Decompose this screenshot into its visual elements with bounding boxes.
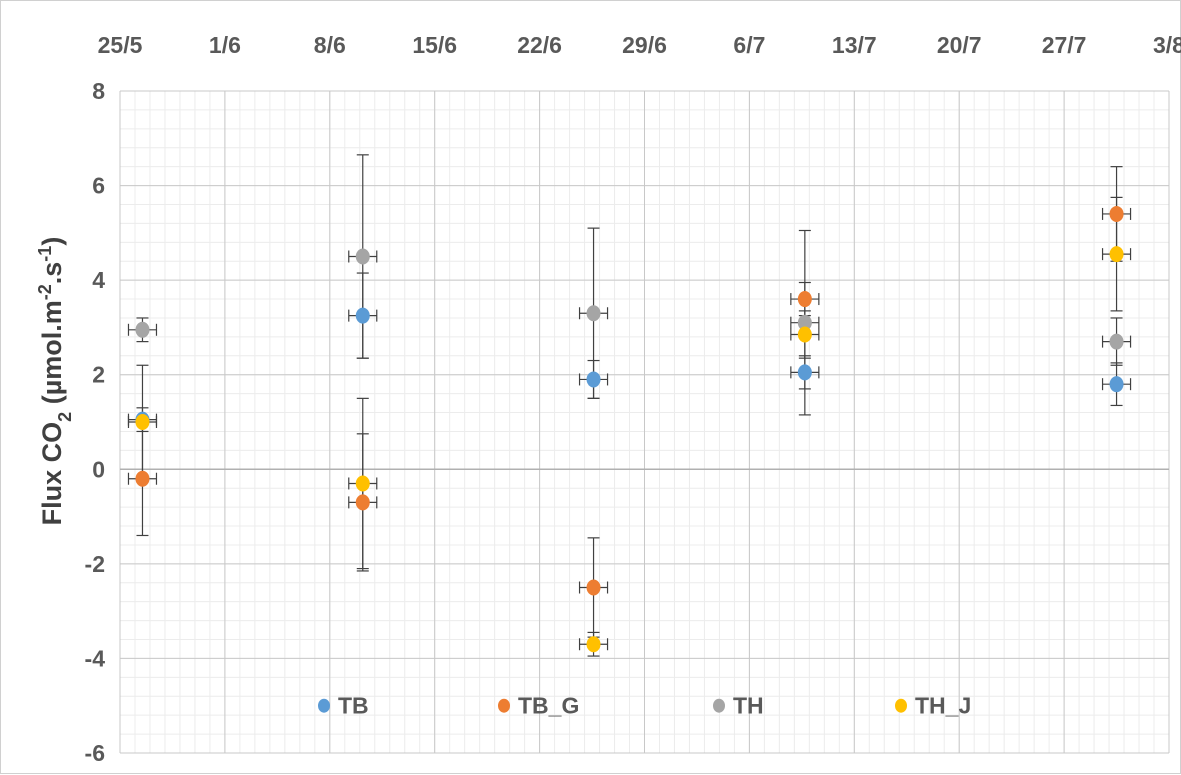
data-point: [797, 291, 812, 308]
x-tick-label: 6/7: [733, 32, 765, 58]
y-tick-label: 2: [92, 362, 105, 388]
data-point: [355, 475, 370, 492]
x-tick-label: 25/5: [98, 32, 143, 58]
x-tick-label: 20/7: [937, 32, 982, 58]
legend-marker: [318, 698, 330, 713]
legend-marker: [895, 698, 907, 713]
legend-label: TH: [733, 693, 764, 719]
data-point: [797, 364, 812, 381]
x-tick-labels: 25/5 1/6 8/6 15/6 22/6 29/6 6/7 13/7 20/7 27/7 3/8: [98, 32, 1181, 58]
data-point: [355, 494, 370, 511]
data-point: [135, 470, 150, 487]
data-point: [1109, 376, 1124, 393]
legend-label: TB_G: [518, 693, 579, 719]
legend-marker: [713, 698, 725, 713]
data-point: [586, 305, 601, 322]
y-axis-title: Flux CO2 (µmol.m-2.s-1): [35, 237, 75, 526]
data-point: [1109, 333, 1124, 350]
y-tick-label: -2: [85, 551, 105, 577]
data-point: [1109, 246, 1124, 263]
legend: TB TB_G TH TH_J: [318, 693, 971, 719]
series-layer: [127, 154, 1132, 657]
x-tick-label: 13/7: [832, 32, 877, 58]
y-tick-label: -4: [85, 645, 106, 671]
markers-th-j: [135, 246, 1124, 653]
x-tick-label: 29/6: [622, 32, 667, 58]
data-point: [586, 579, 601, 596]
y-tick-label: 0: [92, 456, 105, 482]
data-point: [135, 414, 150, 430]
x-tick-label: 3/8: [1153, 32, 1181, 58]
y-tick-label: 6: [92, 173, 105, 199]
x-tick-label: 27/7: [1042, 32, 1087, 58]
data-point: [586, 371, 601, 388]
data-point: [586, 636, 601, 653]
legend-marker: [498, 698, 510, 713]
legend-item: TB: [318, 693, 369, 719]
y-tick-label: -6: [85, 740, 105, 766]
x-tick-label: 1/6: [209, 32, 241, 58]
data-point: [355, 307, 370, 324]
x-tick-label: 8/6: [314, 32, 346, 58]
data-point: [355, 248, 370, 265]
x-tick-label: 22/6: [517, 32, 562, 58]
x-tick-label: 15/6: [412, 32, 457, 58]
markers-th: [135, 248, 1124, 350]
data-point: [1109, 205, 1124, 222]
data-point: [135, 321, 150, 338]
y-tick-label: 8: [92, 78, 105, 104]
legend-label: TB: [338, 693, 369, 719]
y-tick-label: 4: [92, 267, 105, 293]
data-point: [797, 314, 812, 331]
legend-item: TH_J: [895, 693, 971, 719]
data-point: [797, 326, 812, 343]
y-tick-labels: 8 6 4 2 0 -2 -4 -6: [85, 78, 106, 766]
legend-item: TB_G: [498, 693, 579, 719]
legend-label: TH_J: [915, 693, 971, 719]
major-gridlines: [119, 90, 1170, 754]
markers-tb-g: [135, 205, 1124, 596]
legend-item: TH: [713, 693, 764, 719]
